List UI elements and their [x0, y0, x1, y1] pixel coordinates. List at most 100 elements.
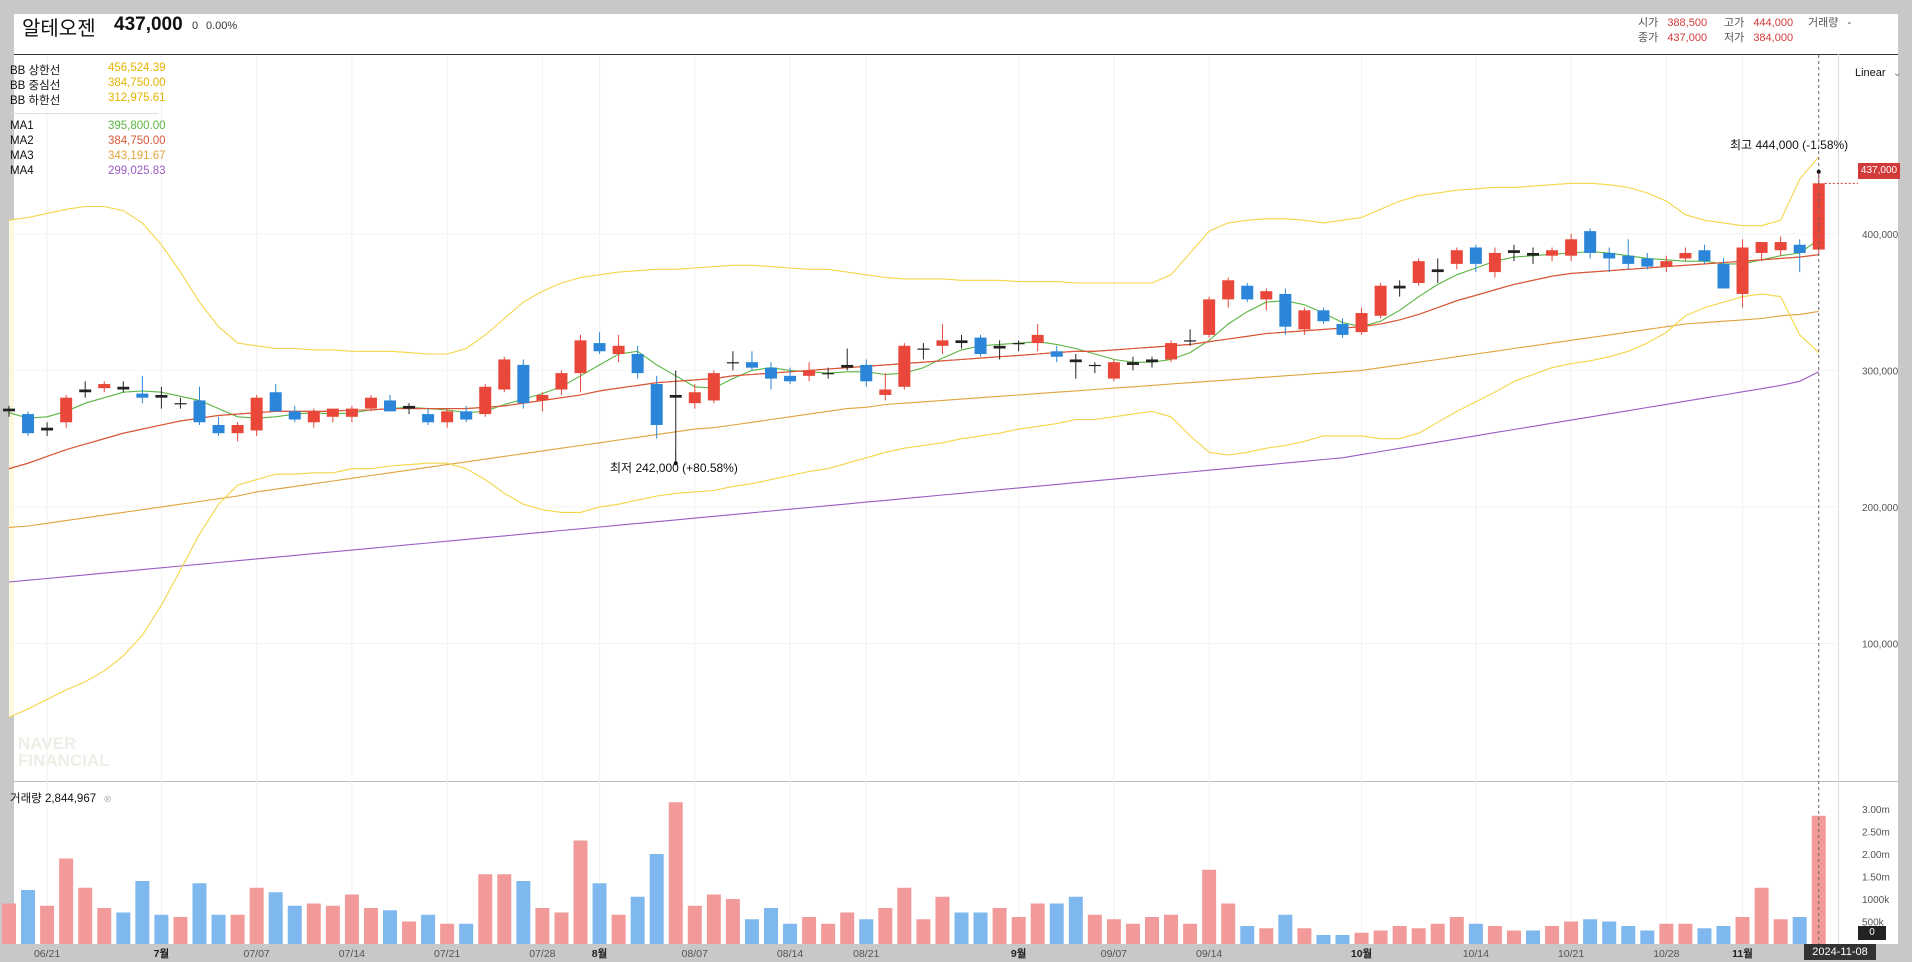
- volume-bar: [363, 908, 378, 944]
- candle: [22, 411, 35, 436]
- candle-body: [879, 389, 892, 395]
- volume-bar: [268, 892, 283, 944]
- candle-body: [364, 397, 377, 409]
- volume-bar: [1145, 917, 1159, 944]
- volume-bar: [459, 923, 474, 944]
- volume-tick-label: 3.00m: [1862, 805, 1890, 816]
- volume-bar: [1278, 914, 1293, 944]
- candle: [688, 384, 701, 409]
- candle: [1565, 233, 1578, 262]
- volume-bar: [554, 912, 569, 944]
- legend-ma1[interactable]: MA1 395,800.00: [10, 120, 166, 132]
- high-marker-dot: [1816, 169, 1821, 174]
- candle-body: [631, 354, 644, 374]
- x-tick-label: 10/21: [1558, 948, 1584, 960]
- close-icon[interactable]: ⊗: [103, 794, 112, 805]
- volume-bar: [1754, 887, 1769, 944]
- candle: [1527, 247, 1539, 264]
- volume-bar: [1011, 917, 1026, 944]
- volume-bar: [2, 903, 16, 944]
- candle: [1146, 356, 1158, 368]
- legend-bb-lower[interactable]: BB 하한선 312,975.61: [10, 92, 166, 108]
- legend-bb-upper[interactable]: BB 상한선 456,524.39: [10, 62, 166, 78]
- candle: [155, 386, 168, 409]
- candle-body: [1622, 255, 1635, 264]
- candle-body: [993, 345, 1006, 349]
- volume-bars[interactable]: [2, 802, 1826, 944]
- volume-bar: [497, 874, 512, 944]
- x-tick-label: 07/14: [339, 948, 365, 960]
- volume-bar: [59, 858, 74, 944]
- x-tick-label: 07/21: [434, 948, 460, 960]
- candle: [1450, 247, 1463, 270]
- volume-bar: [1678, 923, 1693, 944]
- bb-lower-line: [8, 293, 1820, 718]
- candle-body: [1641, 258, 1654, 267]
- candle: [1222, 277, 1235, 308]
- candle: [803, 362, 816, 382]
- high-value: 444,000: [1753, 17, 1794, 29]
- candle-body: [707, 373, 720, 401]
- legend-divider: [10, 113, 158, 114]
- volume-bar: [1068, 896, 1083, 944]
- candle-body: [1146, 359, 1158, 363]
- legend-ma4[interactable]: MA4 299,025.83: [10, 165, 166, 177]
- price-tick-label: 200,000: [1862, 503, 1899, 514]
- legend-bb-mid[interactable]: BB 중심선 384,750.00: [10, 77, 166, 93]
- candle: [1165, 340, 1178, 363]
- candle: [41, 422, 54, 436]
- candle: [1336, 318, 1349, 338]
- volume-bar: [649, 854, 664, 944]
- candle: [193, 386, 206, 425]
- candle: [860, 359, 873, 387]
- volume-bar: [40, 905, 55, 944]
- date-axis-strip: [0, 944, 1912, 962]
- candle: [1641, 252, 1654, 270]
- x-tick-label: 10/28: [1653, 948, 1679, 960]
- x-tick-label: 07/07: [244, 948, 270, 960]
- x-tick-label: 9월: [1011, 947, 1027, 960]
- chevron-down-icon: ⌄: [1892, 67, 1902, 79]
- volume-bar: [306, 903, 321, 944]
- candle-body: [212, 425, 225, 434]
- volume-legend: 거래량 2,844,967 ⊗: [10, 790, 112, 806]
- candles[interactable]: [3, 173, 1825, 450]
- candle: [269, 384, 282, 412]
- close-label: 종가: [1638, 32, 1659, 44]
- candle: [993, 340, 1006, 360]
- candle-body: [1565, 239, 1578, 256]
- low-annotation: 최저 242,000 (+80.58%): [610, 459, 738, 476]
- close-price: 종가 437,000: [1638, 29, 1707, 45]
- candle: [1107, 359, 1120, 382]
- price-tick-label: 100,000: [1862, 639, 1899, 650]
- scale-toggle-button[interactable]: Linear ⌄: [1855, 66, 1902, 79]
- legend-ma2[interactable]: MA2 384,750.00: [10, 135, 166, 147]
- candle-body: [860, 364, 873, 382]
- candle-body: [1469, 247, 1482, 264]
- volume-bar: [344, 894, 359, 944]
- candle: [745, 351, 758, 371]
- candle-body: [3, 408, 15, 412]
- x-tick-label: 09/07: [1101, 948, 1127, 960]
- candle: [1031, 323, 1044, 352]
- candle-body: [593, 343, 606, 352]
- volume-bar: [802, 917, 817, 944]
- volume-bar: [1526, 930, 1540, 944]
- close-value: 437,000: [1667, 32, 1708, 44]
- candle: [136, 375, 149, 404]
- candle: [1298, 307, 1311, 335]
- candle: [822, 367, 835, 379]
- legend-value: 343,191.67: [108, 150, 166, 162]
- volume-bar: [878, 908, 893, 944]
- volume-bar: [1430, 923, 1445, 944]
- volume-bar: [1506, 930, 1521, 944]
- candle-body: [784, 375, 797, 382]
- low-price: 저가 384,000: [1724, 29, 1793, 45]
- volume-bar: [173, 917, 188, 944]
- volume-bar: [1335, 935, 1350, 944]
- low-value: 384,000: [1753, 32, 1794, 44]
- candle-body: [1184, 340, 1197, 342]
- legend-ma3[interactable]: MA3 343,191.67: [10, 150, 166, 162]
- candle-body: [1393, 285, 1406, 289]
